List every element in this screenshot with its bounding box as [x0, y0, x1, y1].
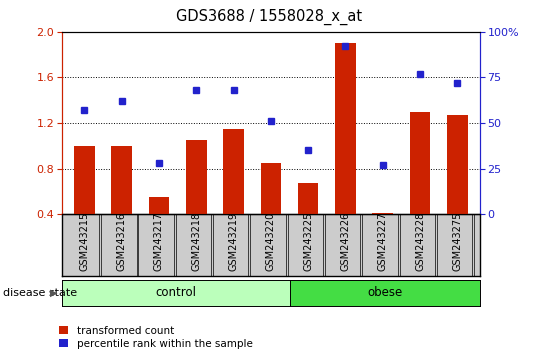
Bar	[372, 213, 393, 214]
Text: obese: obese	[367, 286, 403, 299]
Bar	[410, 112, 430, 214]
Text: control: control	[155, 286, 196, 299]
Text: ▶: ▶	[50, 288, 58, 298]
Bar	[447, 115, 468, 214]
Bar	[186, 140, 206, 214]
Text: GDS3688 / 1558028_x_at: GDS3688 / 1558028_x_at	[176, 9, 363, 25]
Bar	[74, 146, 95, 214]
Bar	[260, 163, 281, 214]
Bar	[335, 43, 356, 214]
Bar	[112, 146, 132, 214]
Bar	[223, 129, 244, 214]
Bar	[149, 197, 169, 214]
Bar	[298, 183, 319, 214]
Text: disease state: disease state	[3, 288, 77, 298]
Legend: transformed count, percentile rank within the sample: transformed count, percentile rank withi…	[59, 326, 253, 349]
